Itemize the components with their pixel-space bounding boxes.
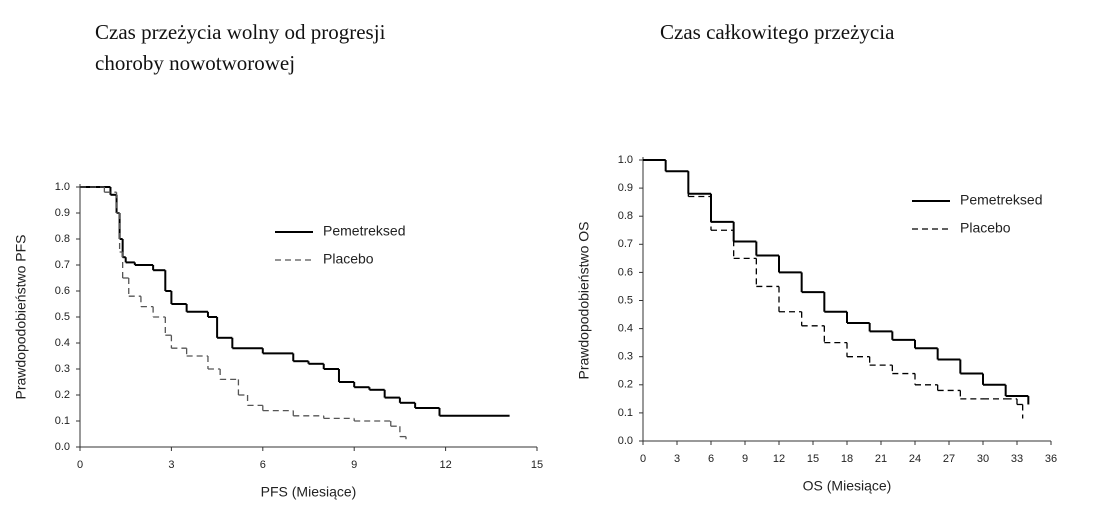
y-tick-label: 0.5 (618, 294, 633, 306)
chart-title: choroby nowotworowej (95, 51, 295, 75)
x-tick-label: 9 (351, 459, 357, 471)
x-tick-label: 27 (943, 453, 955, 465)
y-tick-label: 0.4 (618, 323, 633, 335)
x-tick-label: 3 (168, 459, 174, 471)
x-tick-label: 3 (674, 453, 680, 465)
y-tick-label: 0.8 (618, 210, 633, 222)
y-tick-label: 0.6 (618, 266, 633, 278)
x-tick-label: 6 (260, 459, 266, 471)
chart-title: Czas przeżycia wolny od progresji (95, 20, 386, 44)
x-tick-label: 36 (1045, 453, 1057, 465)
y-tick-label: 0.3 (618, 351, 633, 363)
x-tick-label: 12 (439, 459, 451, 471)
x-tick-label: 18 (841, 453, 853, 465)
y-tick-label: 0.7 (55, 259, 70, 271)
y-tick-label: 0.5 (55, 311, 70, 323)
x-tick-label: 30 (977, 453, 989, 465)
y-tick-label: 0.0 (618, 435, 633, 447)
y-tick-label: 0.4 (55, 337, 70, 349)
y-tick-label: 0.9 (618, 182, 633, 194)
y-tick-label: 1.0 (618, 154, 633, 166)
x-axis-label: PFS (Miesiące) (261, 484, 357, 500)
y-tick-label: 0.3 (55, 363, 70, 375)
y-tick-label: 0.2 (618, 379, 633, 391)
legend-label: Pemetreksed (323, 223, 405, 239)
x-tick-label: 6 (708, 453, 714, 465)
y-tick-label: 0.1 (618, 407, 633, 419)
x-tick-label: 24 (909, 453, 921, 465)
x-tick-label: 0 (77, 459, 83, 471)
y-tick-label: 0.7 (618, 238, 633, 250)
x-tick-label: 9 (742, 453, 748, 465)
y-tick-label: 1.0 (55, 181, 70, 193)
x-tick-label: 21 (875, 453, 887, 465)
x-tick-label: 15 (807, 453, 819, 465)
y-tick-label: 0.9 (55, 207, 70, 219)
x-axis-label: OS (Miesiące) (803, 478, 892, 494)
y-tick-label: 0.6 (55, 285, 70, 297)
x-tick-label: 0 (640, 453, 646, 465)
y-axis-label: Prawdopodobieństwo OS (576, 222, 592, 380)
chart-title: Czas całkowitego przeżycia (660, 20, 895, 44)
y-tick-label: 0.8 (55, 233, 70, 245)
legend-label: Pemetreksed (960, 192, 1042, 208)
x-tick-label: 15 (531, 459, 543, 471)
y-tick-label: 0.0 (55, 441, 70, 453)
legend-label: Placebo (960, 220, 1011, 236)
y-axis-label: Prawdopodobieństwo PFS (13, 235, 29, 400)
y-tick-label: 0.1 (55, 415, 70, 427)
x-tick-label: 12 (773, 453, 785, 465)
x-tick-label: 33 (1011, 453, 1023, 465)
y-tick-label: 0.2 (55, 389, 70, 401)
legend-label: Placebo (323, 251, 374, 267)
